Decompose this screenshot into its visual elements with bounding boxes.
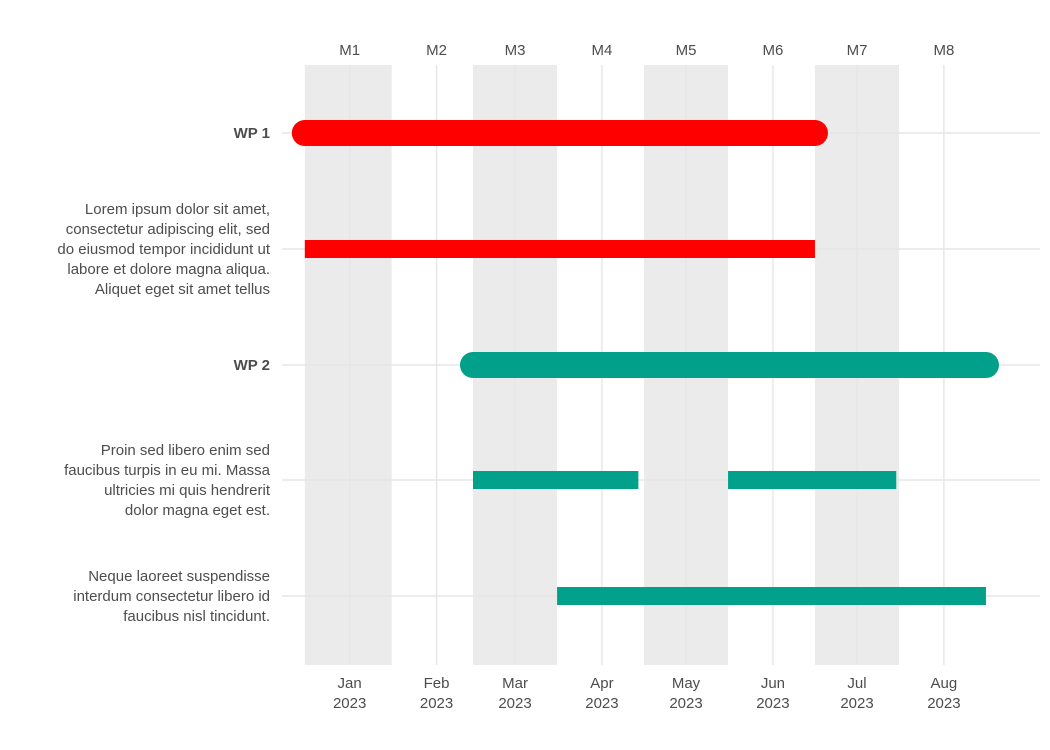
bottom-tick-month: Jul	[847, 675, 866, 692]
bar-row-4-segment-2	[728, 471, 897, 489]
row-label-4-line: ultricies mi quis hendrerit	[104, 482, 271, 499]
bar-row-4-segment-1	[472, 471, 639, 489]
top-tick-label: M5	[676, 42, 697, 59]
row-label-5-line: interdum consectetur libero id	[73, 588, 270, 605]
row-label-2-line: labore et dolore magna aliqua.	[67, 261, 270, 278]
bottom-tick-year: 2023	[840, 695, 873, 712]
bar-row-2-segment-1	[304, 240, 815, 258]
row-label-2-line: consectetur adipiscing elit, sed	[66, 221, 270, 238]
bottom-tick-month: Feb	[424, 675, 450, 692]
bottom-tick-month: May	[672, 675, 701, 692]
bottom-tick-month: Jun	[761, 675, 785, 692]
top-tick-label: M8	[933, 42, 954, 59]
row-label-4-line: dolor magna eget est.	[125, 502, 270, 519]
top-tick-label: M2	[426, 42, 447, 59]
bar-row-5-segment-1	[557, 587, 986, 605]
row-label-2-line: Aliquet eget sit amet tellus	[95, 281, 270, 298]
bottom-tick-year: 2023	[756, 695, 789, 712]
row-label-2-line: do eiusmod tempor incididunt ut	[57, 241, 270, 258]
top-tick-label: M1	[339, 42, 360, 59]
bottom-tick-month: Aug	[931, 675, 958, 692]
bottom-tick-year: 2023	[498, 695, 531, 712]
bottom-tick-year: 2023	[585, 695, 618, 712]
bottom-tick-month: Jan	[338, 675, 362, 692]
row-label-3: WP 2	[234, 357, 270, 374]
top-tick-label: M6	[762, 42, 783, 59]
bottom-tick-year: 2023	[927, 695, 960, 712]
row-label-5-line: Neque laoreet suspendisse	[88, 568, 270, 585]
top-tick-label: M7	[847, 42, 868, 59]
bottom-tick-year: 2023	[333, 695, 366, 712]
row-labels: WP 1 Lorem ipsum dolor sit amet, consectet…	[57, 125, 270, 625]
top-tick-label: M3	[505, 42, 526, 59]
bottom-tick-year: 2023	[669, 695, 702, 712]
bottom-tick-month: Apr	[590, 675, 613, 692]
bottom-axis-ticks: Jan 2023 Feb 2023 Mar 2023 Apr 2023 May 2023 Jun 20…	[333, 675, 961, 712]
bars	[291, 120, 999, 605]
row-label-5-line: faucibus nisl tincidunt.	[123, 608, 270, 625]
row-label-4-line: Proin sed libero enim sed	[101, 442, 270, 459]
bottom-tick-month: Mar	[502, 675, 528, 692]
top-axis-ticks: M1 M2 M3 M4 M5 M6 M7 M8	[339, 42, 954, 59]
row-label-1: WP 1	[234, 125, 270, 142]
top-tick-label: M4	[592, 42, 613, 59]
bottom-tick-year: 2023	[420, 695, 453, 712]
row-label-4-line: faucibus turpis in eu mi. Massa	[64, 462, 271, 479]
row-label-2-line: Lorem ipsum dolor sit amet,	[85, 201, 270, 218]
